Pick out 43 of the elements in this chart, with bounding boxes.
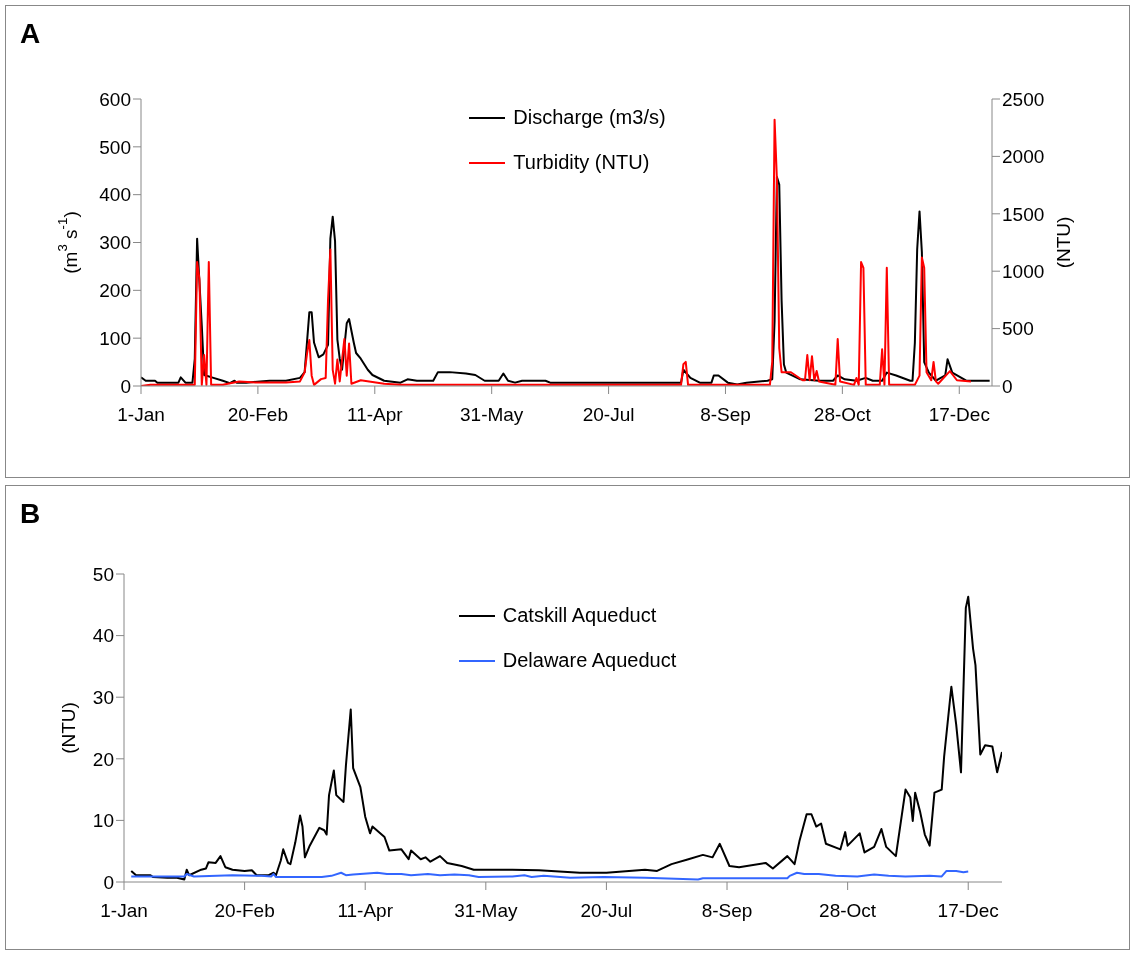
- x-tick-label: 20-Jul: [580, 900, 633, 922]
- y-axis-title: (NTU): [57, 702, 79, 754]
- x-tick-label: 17-Dec: [928, 404, 990, 426]
- y-tick-label: 600: [99, 88, 131, 110]
- x-tick-label: 31-May: [454, 900, 518, 922]
- y2-tick-label: 500: [1002, 318, 1034, 340]
- y-tick-label: 300: [99, 232, 131, 254]
- x-tick-label: 28-Oct: [813, 404, 872, 426]
- y2-axis-title: (NTU): [1052, 216, 1074, 269]
- y-tick-label: 40: [92, 625, 114, 647]
- y-tick-label: 0: [103, 871, 114, 893]
- x-tick-label: 31-May: [460, 404, 524, 426]
- chart-title: B: [20, 498, 41, 530]
- x-tick-label: 20-Jul: [582, 404, 635, 426]
- y2-tick-label: 2000: [1002, 146, 1045, 168]
- chart-title: A: [20, 18, 41, 50]
- legend-label: Catskill Aqueduct: [502, 604, 657, 627]
- x-tick-label: 17-Dec: [937, 900, 999, 922]
- x-tick-label: 8-Sep: [700, 404, 751, 426]
- x-tick-label: 20-Feb: [214, 900, 275, 922]
- x-tick-label: 28-Oct: [819, 900, 877, 922]
- x-tick-label: 1-Jan: [117, 404, 165, 426]
- y-tick-label: 100: [99, 327, 131, 349]
- y-tick-label: 30: [92, 686, 114, 708]
- legend-label: Turbidity (NTU): [513, 151, 650, 174]
- legend-label: Discharge (m3/s): [513, 106, 666, 129]
- x-tick-label: 11-Apr: [337, 900, 394, 922]
- y-tick-label: 0: [120, 375, 131, 397]
- y-tick-label: 50: [92, 563, 114, 585]
- x-tick-label: 1-Jan: [100, 900, 148, 922]
- y2-tick-label: 1000: [1002, 260, 1045, 282]
- x-tick-label: 20-Feb: [227, 404, 288, 426]
- y2-tick-label: 2500: [1002, 88, 1045, 110]
- y-tick-label: 400: [99, 184, 131, 206]
- y-tick-label: 200: [99, 280, 131, 302]
- legend-label: Delaware Aqueduct: [502, 649, 677, 672]
- y2-tick-label: 0: [1002, 375, 1013, 397]
- y-tick-label: 20: [92, 748, 114, 770]
- y2-tick-label: 1500: [1002, 203, 1045, 225]
- x-tick-label: 8-Sep: [701, 900, 753, 922]
- x-tick-label: 11-Apr: [346, 404, 404, 426]
- y-tick-label: 500: [99, 136, 131, 158]
- y-tick-label: 10: [92, 810, 114, 832]
